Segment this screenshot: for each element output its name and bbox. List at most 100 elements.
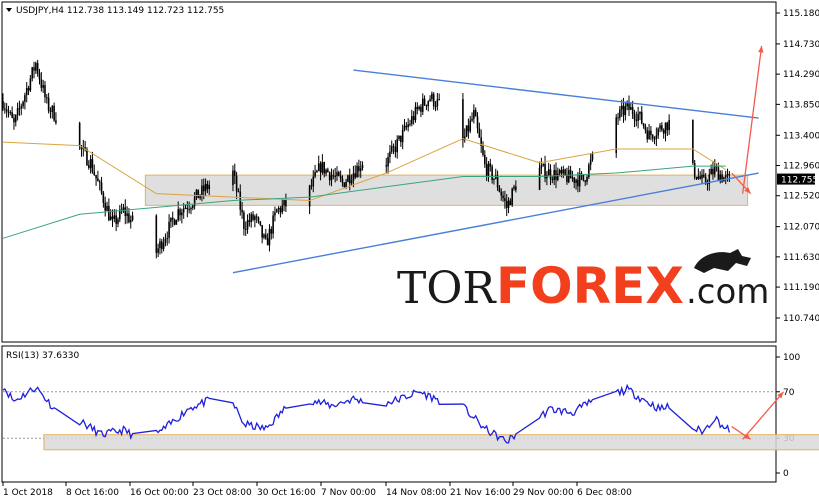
candle-body (630, 107, 632, 110)
candle-body (473, 109, 475, 119)
candle-body (327, 169, 329, 173)
candle-body (484, 154, 486, 165)
candle-body (126, 213, 128, 216)
price-tick-label: 114.290 (783, 70, 819, 80)
candle-body (432, 93, 435, 107)
price-header: USDJPY,H4 112.738 113.149 112.723 112.75… (16, 6, 224, 16)
candle-body (310, 185, 313, 187)
candle-body (261, 225, 263, 238)
candle-body (246, 220, 249, 230)
candle-body (662, 130, 665, 134)
candle-body (248, 220, 251, 223)
candle-body (328, 172, 331, 181)
rsi-tick-label: 0 (783, 469, 789, 479)
candle-body (325, 169, 327, 174)
candle-body (199, 194, 201, 199)
candle-body (162, 242, 165, 249)
candle-body (182, 208, 185, 213)
candle-body (648, 130, 650, 140)
candle-body (628, 101, 630, 110)
candle-body (29, 78, 32, 91)
trendline-lower[interactable] (232, 172, 759, 274)
candle-body (558, 170, 561, 174)
candle-body (263, 234, 265, 238)
candle-body (724, 175, 727, 178)
candle-body (407, 124, 409, 128)
candle-body (622, 105, 625, 116)
candle-body (40, 79, 43, 88)
candle-body (244, 229, 247, 231)
arrow-head (743, 433, 751, 440)
trendline-upper[interactable] (353, 69, 759, 119)
candle-body (319, 163, 322, 173)
candle-body (281, 205, 284, 213)
candle-body (469, 120, 472, 132)
price-tick-label: 113.400 (783, 131, 819, 141)
candle-body (113, 215, 116, 219)
candle-body (129, 220, 132, 223)
candle-body (316, 170, 318, 173)
candle-body (332, 175, 335, 177)
candle-body (434, 106, 437, 108)
candle-body (232, 170, 234, 186)
time-tick-label: 8 Oct 16:00 (66, 488, 119, 498)
candle-body (412, 116, 415, 121)
candle-body (429, 98, 431, 102)
candle-body (157, 248, 159, 253)
ma-slow-line (2, 165, 726, 239)
candle-body (7, 111, 10, 113)
time-tick-label: 29 Nov 00:00 (513, 488, 574, 498)
candle-body (504, 198, 506, 201)
candle-body (36, 62, 39, 74)
price-tick-label: 111.190 (783, 283, 819, 293)
rsi-panel: RSI(13) 37.6330 10070300 (1, 345, 819, 483)
candle-body (95, 174, 97, 179)
candle-body (728, 174, 731, 176)
candle-body (241, 209, 243, 213)
candle-body (577, 179, 579, 187)
candle-body (38, 73, 41, 80)
candle-body (321, 162, 324, 173)
collapse-triangle-icon[interactable] (6, 8, 12, 12)
candle-body (509, 200, 512, 206)
candle-body (580, 173, 583, 175)
candle-body (549, 169, 552, 179)
candle-body (195, 189, 198, 197)
candle-body (547, 169, 550, 176)
candle-body (392, 146, 395, 148)
candle-body (11, 112, 13, 118)
candle-body (462, 99, 464, 141)
candle-body (171, 217, 174, 220)
candle-body (268, 229, 271, 246)
candle-body (188, 209, 190, 211)
candle-body (330, 175, 333, 181)
candle-body (25, 88, 28, 96)
candle-body (560, 170, 563, 174)
time-tick-label: 21 Nov 16:00 (450, 488, 511, 498)
forecast-arrow (742, 45, 763, 194)
candle-body (239, 191, 242, 210)
candle-body (131, 215, 134, 221)
candle-body (695, 176, 698, 179)
candle-body (160, 241, 163, 249)
candle-body (22, 101, 24, 107)
candle-body (569, 170, 572, 179)
candle-body (666, 122, 669, 131)
candle-body (175, 220, 178, 225)
candle-body (557, 173, 559, 180)
candle-body (348, 175, 351, 184)
candle-body (626, 101, 628, 107)
candle-body (334, 175, 336, 177)
candle-body (179, 209, 181, 216)
candle-body (418, 106, 420, 110)
candle-body (18, 108, 21, 110)
candle-body (104, 203, 107, 211)
candle-body (9, 112, 12, 114)
price-tick-label: 115.180 (783, 9, 819, 19)
candle-body (620, 105, 623, 110)
candle-body (485, 164, 488, 176)
candle-body (206, 183, 209, 190)
arrow-head (744, 187, 751, 194)
watermark-tor: TOR (397, 263, 497, 314)
